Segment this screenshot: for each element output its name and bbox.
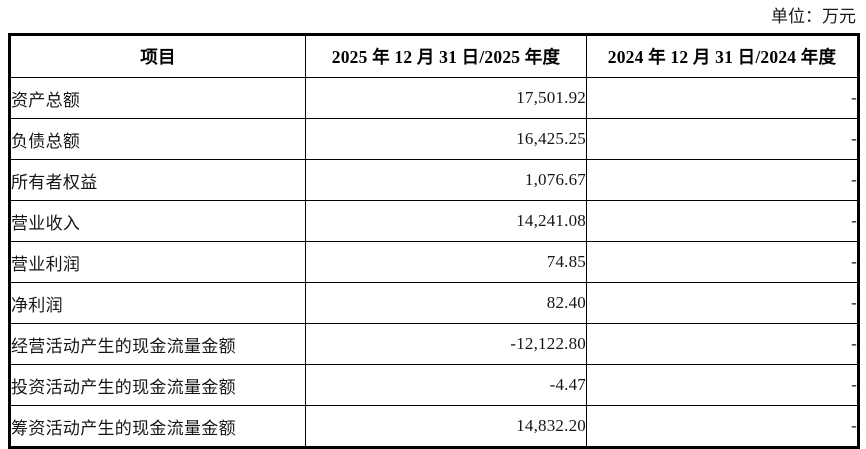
column-header-2024: 2024 年 12 月 31 日/2024 年度	[586, 33, 860, 78]
row-value-2025: 82.40	[305, 282, 587, 324]
row-label: 营业收入	[8, 200, 306, 242]
table-row: 净利润 82.40 -	[8, 282, 860, 324]
table-row: 营业收入 14,241.08 -	[8, 200, 860, 242]
financial-summary-table: 项目 2025 年 12 月 31 日/2025 年度 2024 年 12 月 …	[8, 33, 860, 449]
table-row: 资产总额 17,501.92 -	[8, 77, 860, 119]
row-label: 所有者权益	[8, 159, 306, 201]
row-value-2025: -4.47	[305, 364, 587, 406]
financial-summary-table-wrapper: 项目 2025 年 12 月 31 日/2025 年度 2024 年 12 月 …	[8, 33, 860, 449]
row-label: 负债总额	[8, 118, 306, 160]
table-row: 投资活动产生的现金流量金额 -4.47 -	[8, 364, 860, 406]
column-header-2025: 2025 年 12 月 31 日/2025 年度	[305, 33, 587, 78]
unit-note: 单位：万元	[771, 7, 856, 26]
row-value-2024: -	[586, 200, 860, 242]
row-value-2025: 17,501.92	[305, 77, 587, 119]
row-value-2024: -	[586, 364, 860, 406]
row-label: 筹资活动产生的现金流量金额	[8, 405, 306, 449]
row-value-2024: -	[586, 118, 860, 160]
row-value-2025: 74.85	[305, 241, 587, 283]
row-label: 净利润	[8, 282, 306, 324]
row-value-2025: 16,425.25	[305, 118, 587, 160]
row-value-2024: -	[586, 159, 860, 201]
table-header-row: 项目 2025 年 12 月 31 日/2025 年度 2024 年 12 月 …	[8, 33, 860, 78]
row-value-2024: -	[586, 323, 860, 365]
table-row: 经营活动产生的现金流量金额 -12,122.80 -	[8, 323, 860, 365]
table-row: 营业利润 74.85 -	[8, 241, 860, 283]
row-value-2024: -	[586, 405, 860, 449]
row-value-2024: -	[586, 282, 860, 324]
row-value-2025: 14,832.20	[305, 405, 587, 449]
row-value-2024: -	[586, 77, 860, 119]
row-label: 资产总额	[8, 77, 306, 119]
table-body: 资产总额 17,501.92 - 负债总额 16,425.25 - 所有者权益 …	[8, 77, 860, 449]
row-value-2024: -	[586, 241, 860, 283]
table-row: 筹资活动产生的现金流量金额 14,832.20 -	[8, 405, 860, 449]
table-header: 项目 2025 年 12 月 31 日/2025 年度 2024 年 12 月 …	[8, 33, 860, 78]
row-value-2025: -12,122.80	[305, 323, 587, 365]
table-row: 所有者权益 1,076.67 -	[8, 159, 860, 201]
row-label: 投资活动产生的现金流量金额	[8, 364, 306, 406]
row-value-2025: 14,241.08	[305, 200, 587, 242]
table-row: 负债总额 16,425.25 -	[8, 118, 860, 160]
row-value-2025: 1,076.67	[305, 159, 587, 201]
column-header-item: 项目	[8, 33, 306, 78]
row-label: 经营活动产生的现金流量金额	[8, 323, 306, 365]
row-label: 营业利润	[8, 241, 306, 283]
